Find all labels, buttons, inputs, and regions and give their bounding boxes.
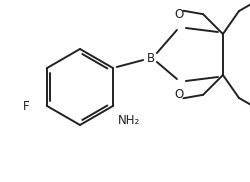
Text: NH₂: NH₂ bbox=[118, 114, 140, 127]
Text: O: O bbox=[174, 88, 184, 101]
Text: F: F bbox=[22, 100, 29, 112]
Text: O: O bbox=[174, 8, 184, 21]
Text: B: B bbox=[147, 52, 155, 64]
